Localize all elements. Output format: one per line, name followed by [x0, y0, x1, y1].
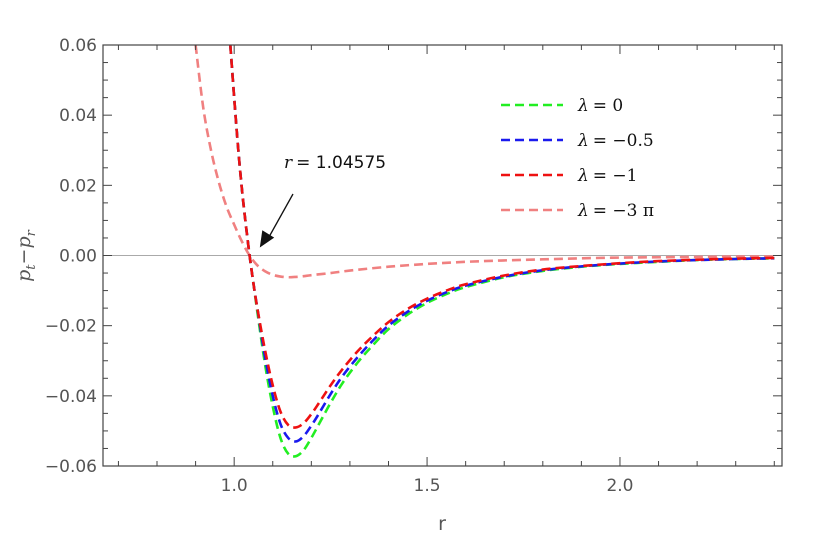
y-axis-title-p1: p	[13, 270, 35, 282]
y-axis-title: pt−pr	[13, 229, 39, 282]
y-tick-label: 0.02	[59, 176, 97, 196]
y-tick-label: 0.04	[59, 106, 97, 126]
series-layer	[194, 45, 775, 458]
annotation: r = 1.04575	[259, 153, 386, 248]
annotation-arrow-line	[269, 193, 294, 236]
annotation-label: r = 1.04575	[284, 153, 386, 173]
series-line-0	[229, 45, 775, 458]
svg-text:pt−pr: pt−pr	[13, 229, 39, 282]
legend-label: λ = −3 π	[577, 201, 654, 221]
legend-label: λ = −0.5	[577, 131, 654, 151]
x-tick-label: 1.0	[221, 476, 248, 496]
annotation-r-symbol: r	[284, 153, 293, 173]
legend-lambda: λ	[577, 201, 589, 221]
y-tick-label: −0.02	[45, 317, 97, 337]
y-axis-title-sub-r: r	[24, 229, 39, 236]
x-tick-label: 1.5	[414, 476, 441, 496]
legend-value: = −3 π	[593, 201, 654, 221]
y-tick-label: 0.06	[59, 36, 97, 56]
legend-label: λ = −1	[577, 166, 638, 186]
y-tick-label: −0.06	[45, 457, 97, 477]
annotation-arrowhead	[259, 230, 275, 248]
y-tick-label: 0.00	[59, 247, 97, 267]
y-tick-label: −0.04	[45, 387, 97, 407]
x-tick-label: 2.0	[606, 476, 633, 496]
series-line-2	[229, 45, 775, 429]
legend-value: = 0	[593, 96, 623, 116]
legend-label: λ = 0	[577, 96, 623, 116]
y-axis-title-p2: p	[13, 236, 35, 248]
legend-value: = −0.5	[593, 131, 654, 151]
ticks-layer: 1.0 1.5 2.0 −0.06 −0.04 −0.02 0.00 0.02 0.04 0.06	[45, 36, 782, 496]
legend-lambda: λ	[577, 96, 589, 116]
legend-value: = −1	[593, 166, 638, 186]
legend-lambda: λ	[577, 131, 589, 151]
y-axis-title-sub-t: t	[24, 264, 39, 270]
series-line-3	[194, 45, 775, 279]
legend-lambda: λ	[577, 166, 589, 186]
x-axis-title: r	[438, 513, 446, 535]
legend: λ = 0λ = −0.5λ = −1λ = −3 π	[501, 96, 654, 221]
annotation-value: = 1.04575	[296, 153, 386, 173]
y-axis-title-minus: −	[13, 249, 35, 265]
